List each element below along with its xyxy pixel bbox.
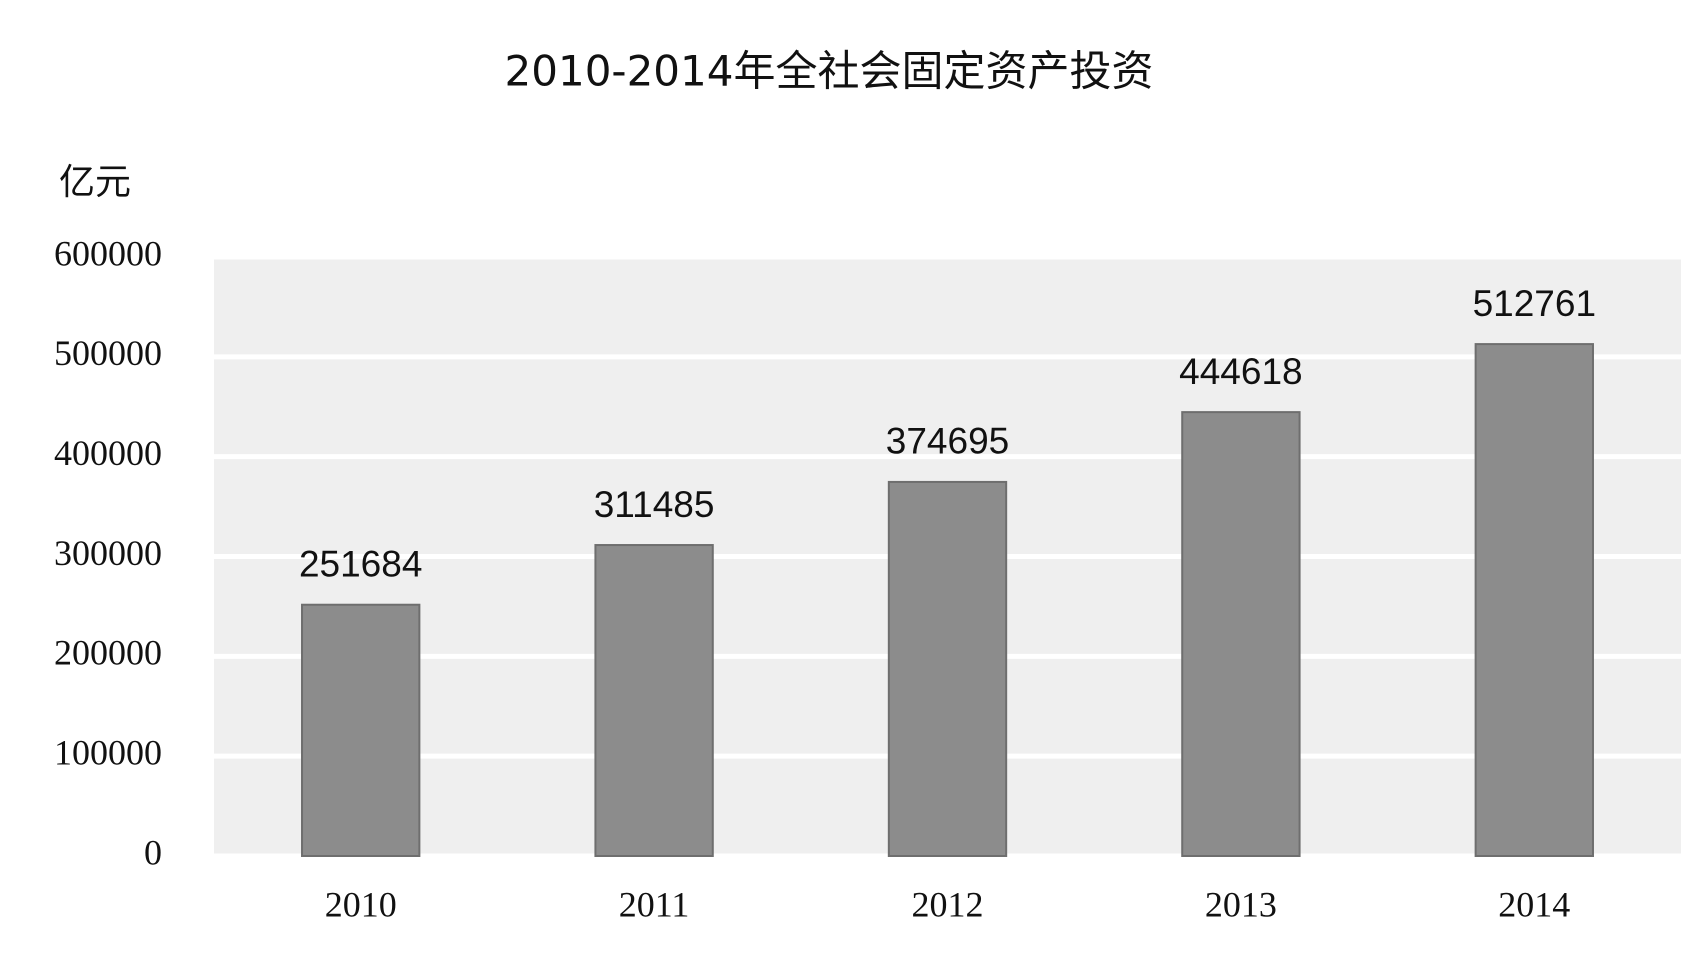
- y-tick-label: 600000: [54, 233, 162, 273]
- value-label: 444618: [1179, 351, 1302, 392]
- y-axis-label: 亿元: [59, 162, 131, 203]
- bar: [1474, 343, 1594, 857]
- value-label: 512761: [1473, 283, 1596, 324]
- bar: [887, 480, 1008, 857]
- y-tick-label: 0: [144, 832, 162, 872]
- value-label: 251684: [299, 544, 422, 585]
- x-tick-label: 2013: [1205, 884, 1277, 924]
- y-tick-label: 200000: [54, 633, 162, 673]
- x-tick-label: 2011: [619, 884, 690, 924]
- x-tick-label: 2012: [912, 884, 984, 924]
- bar: [594, 544, 714, 857]
- y-tick-label: 500000: [54, 333, 162, 373]
- y-tick-label: 300000: [54, 533, 162, 573]
- bar: [301, 603, 421, 857]
- y-tick-label: 100000: [54, 732, 162, 772]
- chart-title: 2010-2014年全社会固定资产投资: [505, 47, 1154, 96]
- x-tick-label: 2010: [325, 884, 397, 924]
- value-label: 311485: [594, 484, 715, 525]
- y-tick-label: 400000: [54, 433, 162, 473]
- value-label: 374695: [886, 421, 1009, 462]
- bar: [1181, 411, 1301, 857]
- x-tick-label: 2014: [1498, 884, 1570, 924]
